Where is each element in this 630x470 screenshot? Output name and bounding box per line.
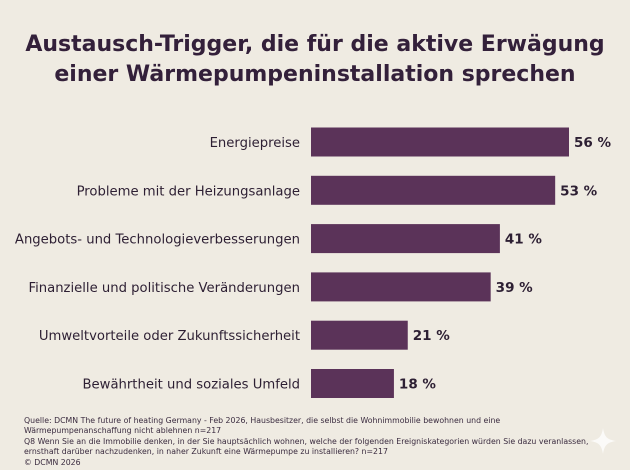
category-label: Energiepreise (210, 136, 300, 151)
category-label: Finanzielle und politische Veränderungen (28, 281, 300, 296)
chart-title-line-1: Austausch-Trigger, die für die aktive Er… (25, 32, 605, 57)
bar (311, 369, 394, 398)
value-label: 21 % (413, 328, 450, 344)
value-label: 56 % (574, 135, 611, 151)
category-label: Angebots- und Technologieverbesserungen (15, 233, 300, 248)
value-label: 53 % (560, 183, 597, 199)
question-note: Q8 Wenn Sie an die Immobilie denken, in … (24, 436, 589, 457)
value-label: 39 % (496, 280, 533, 296)
category-label: Probleme mit der Heizungsanlage (77, 184, 300, 199)
source-note: Quelle: DCMN The future of heating Germa… (24, 416, 501, 436)
bar (311, 224, 500, 254)
bar-chart: Energiepreise 56 % Probleme mit der Heizun… (15, 127, 611, 398)
value-label: 18 % (399, 377, 436, 393)
chart-title-line-2: einer Wärmepumpeninstallation sprechen (54, 62, 576, 87)
bar (311, 127, 569, 157)
bar (311, 320, 408, 350)
category-label: Umweltvorteile oder Zukunftssicherheit (39, 329, 300, 344)
chart-footer: Quelle: DCMN The future of heating Germa… (24, 416, 594, 468)
category-label: Bewährtheit und soziales Umfeld (83, 378, 301, 393)
bar (311, 175, 556, 205)
chart-title: Austausch-Trigger, die für die aktive Er… (0, 30, 630, 90)
sparkle-icon (590, 428, 616, 454)
bar (311, 272, 491, 302)
copyright-note: © DCMN 2026 (24, 457, 81, 467)
value-label: 41 % (505, 232, 542, 248)
